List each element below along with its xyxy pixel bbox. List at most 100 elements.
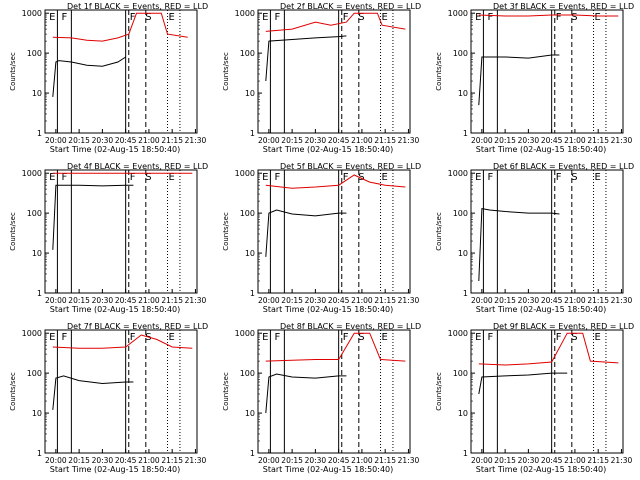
x-tick-label: 21:30 [185, 296, 207, 305]
region-label: F [130, 12, 136, 23]
events-series-line [478, 54, 560, 106]
y-tick-label: 100 [27, 209, 42, 218]
y-tick-label: 100 [453, 209, 468, 218]
y-tick-label: 1 [463, 289, 468, 298]
region-label: F [556, 12, 562, 23]
x-tick-label: 21:15 [587, 296, 609, 305]
lld-series-line [478, 14, 619, 17]
region-label: F [343, 172, 349, 183]
region-label: F [275, 172, 281, 183]
region-label: E [49, 172, 55, 183]
region-label: S [358, 12, 364, 23]
y-axis-label: Counts/sec [435, 372, 443, 411]
detector-panel: Det 4f BLACK = Events, RED = LLD 1 10 100 10… [9, 162, 208, 314]
x-tick-label: 21:00 [138, 296, 160, 305]
y-tick-label: 1 [37, 289, 42, 298]
detector-panel: Det 9f BLACK = Events, RED = LLD 1 10 100 10… [435, 322, 634, 474]
region-label: S [358, 332, 364, 343]
x-tick-label: 20:45 [541, 296, 563, 305]
region-label: E [169, 332, 175, 343]
x-axis-label: Start Time (02-Aug-15 18:50:40) [263, 465, 394, 474]
panel-title: Det 7f BLACK = Events, RED = LLD [67, 322, 208, 331]
events-series-line [52, 56, 126, 97]
y-tick-label: 1000 [448, 329, 468, 338]
y-tick-label: 10 [458, 89, 468, 98]
detector-panel: Det 6f BLACK = Events, RED = LLD 1 10 100 10… [435, 162, 634, 314]
detector-panel: Det 1f BLACK = Events, RED = LLD 1 10 100 10… [9, 2, 208, 154]
region-label: E [169, 172, 175, 183]
y-tick-label: 1 [250, 449, 255, 458]
x-axis-label: Start Time (02-Aug-15 18:50:40) [263, 305, 394, 314]
x-tick-label: 20:00 [45, 296, 67, 305]
x-axis-label: Start Time (02-Aug-15 18:50:40) [50, 305, 181, 314]
x-tick-label: 21:00 [564, 136, 586, 145]
x-tick-label: 20:30 [92, 296, 114, 305]
x-axis-label: Start Time (02-Aug-15 18:50:40) [263, 145, 394, 154]
y-tick-label: 100 [453, 49, 468, 58]
x-tick-label: 21:30 [185, 136, 207, 145]
region-label: F [62, 332, 68, 343]
region-label: F [343, 12, 349, 23]
x-tick-label: 21:15 [587, 456, 609, 465]
x-tick-label: 20:30 [518, 136, 540, 145]
lld-series-line [265, 174, 406, 189]
plot-frame [257, 329, 411, 454]
x-axis-label: Start Time (02-Aug-15 18:50:40) [50, 465, 181, 474]
x-tick-label: 21:00 [351, 456, 373, 465]
lld-series-line [265, 12, 406, 32]
x-axis-label: Start Time (02-Aug-15 18:50:40) [476, 465, 607, 474]
y-tick-label: 100 [240, 369, 255, 378]
x-tick-label: 20:30 [92, 136, 114, 145]
y-tick-label: 1000 [448, 9, 468, 18]
plot-frame [257, 169, 411, 294]
region-label: F [130, 172, 136, 183]
x-tick-label: 20:15 [281, 456, 303, 465]
plot-frame [470, 9, 624, 134]
region-label: E [382, 172, 388, 183]
x-tick-label: 20:15 [68, 456, 90, 465]
y-tick-label: 10 [32, 89, 42, 98]
x-tick-label: 21:30 [398, 136, 420, 145]
region-label: E [595, 12, 601, 23]
y-axis-label: Counts/sec [435, 212, 443, 251]
y-tick-label: 100 [453, 369, 468, 378]
x-tick-label: 20:00 [258, 456, 280, 465]
x-tick-label: 20:30 [305, 136, 327, 145]
y-tick-label: 10 [32, 409, 42, 418]
x-tick-label: 20:30 [305, 456, 327, 465]
x-tick-label: 21:30 [398, 456, 420, 465]
plot-frame [44, 329, 198, 454]
region-label: E [169, 12, 175, 23]
y-axis-label: Counts/sec [222, 372, 230, 411]
region-label: S [358, 172, 364, 183]
plot-frame [470, 169, 624, 294]
region-label: F [556, 172, 562, 183]
region-label: F [275, 332, 281, 343]
x-tick-label: 21:15 [374, 136, 396, 145]
lld-series-line [265, 332, 406, 362]
region-label: F [556, 332, 562, 343]
panel-title: Det 2f BLACK = Events, RED = LLD [280, 2, 421, 11]
x-tick-label: 21:00 [138, 456, 160, 465]
region-label: F [130, 332, 136, 343]
y-tick-label: 100 [27, 49, 42, 58]
region-label: E [382, 12, 388, 23]
events-series-line [265, 209, 347, 257]
x-tick-label: 20:30 [518, 456, 540, 465]
x-tick-label: 21:30 [185, 456, 207, 465]
region-label: E [49, 12, 55, 23]
x-tick-label: 20:45 [328, 136, 350, 145]
y-tick-label: 1 [37, 449, 42, 458]
region-label: S [145, 172, 151, 183]
x-tick-label: 20:45 [115, 456, 137, 465]
panel-title: Det 1f BLACK = Events, RED = LLD [67, 2, 208, 11]
x-tick-label: 20:45 [328, 456, 350, 465]
y-tick-label: 10 [32, 249, 42, 258]
x-axis-label: Start Time (02-Aug-15 18:50:40) [50, 145, 181, 154]
x-tick-label: 20:15 [68, 136, 90, 145]
x-tick-label: 20:45 [115, 136, 137, 145]
y-tick-label: 1 [250, 129, 255, 138]
y-tick-label: 1 [37, 129, 42, 138]
x-tick-label: 20:00 [258, 296, 280, 305]
